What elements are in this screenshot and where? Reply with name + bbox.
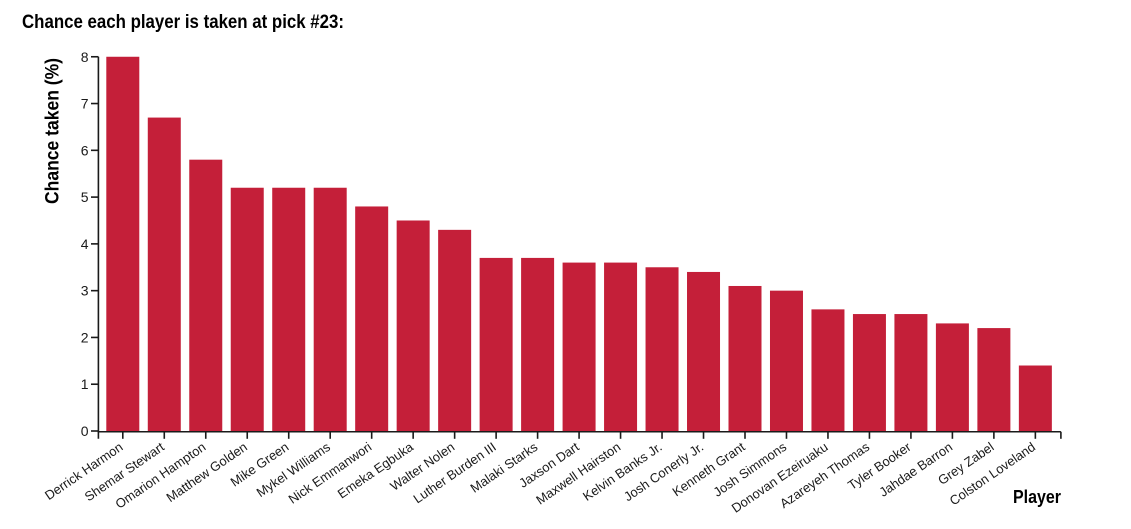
svg-text:1: 1: [81, 376, 89, 392]
svg-text:8: 8: [81, 49, 89, 65]
svg-text:Chance each player is taken at: Chance each player is taken at pick #23:: [22, 11, 344, 33]
svg-text:Chance taken (%): Chance taken (%): [43, 58, 64, 204]
svg-text:5: 5: [81, 189, 89, 205]
svg-text:Player: Player: [1013, 487, 1061, 507]
svg-text:4: 4: [81, 236, 89, 252]
svg-text:2: 2: [81, 329, 89, 345]
svg-text:0: 0: [81, 423, 89, 439]
svg-text:6: 6: [81, 142, 89, 158]
svg-text:3: 3: [81, 283, 89, 299]
svg-text:7: 7: [81, 96, 89, 112]
